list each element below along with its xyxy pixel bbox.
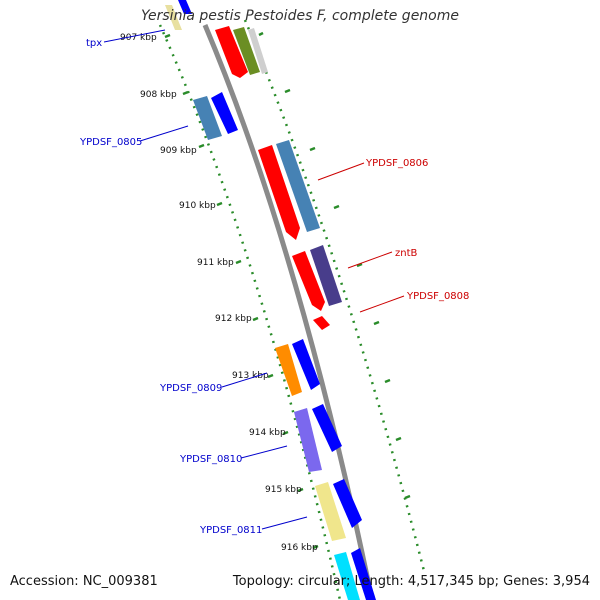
genome-summary-text: Topology: circular; Length: 4,517,345 bp… — [232, 574, 590, 589]
tick-label-910: 910 kbp — [179, 201, 216, 211]
label-zntb[interactable]: zntB — [395, 248, 418, 259]
tick-label-915: 915 kbp — [265, 485, 302, 495]
leader-tpx — [103, 29, 166, 43]
gene-ypdsf-0810[interactable] — [294, 404, 342, 472]
leader-0805 — [139, 125, 189, 142]
tick-label-907: 907 kbp — [120, 33, 157, 43]
inner-ring — [158, 24, 342, 600]
tick-label-909: 909 kbp — [160, 146, 197, 156]
accession-text: Accession: NC_009381 — [10, 574, 158, 589]
leader-zntb — [347, 251, 393, 269]
gene-bottom[interactable] — [334, 548, 376, 600]
tick-label-908: 908 kbp — [140, 90, 177, 100]
leader-0810 — [240, 445, 288, 459]
leader-0806 — [317, 162, 365, 181]
leader-0809 — [221, 372, 268, 388]
gene-tpx-blocks[interactable] — [165, 0, 192, 30]
leader-0808 — [359, 295, 405, 313]
label-tpx[interactable]: tpx — [86, 38, 102, 49]
tick-label-912: 912 kbp — [215, 314, 252, 324]
inner-ring-ticks — [164, 33, 319, 550]
label-ypdsf-0810[interactable]: YPDSF_0810 — [179, 454, 242, 465]
gene-ypdsf-0809[interactable] — [275, 339, 320, 396]
label-ypdsf-0811[interactable]: YPDSF_0811 — [199, 525, 262, 536]
gene-ypdsf-0805[interactable] — [193, 92, 238, 140]
label-ypdsf-0805[interactable]: YPDSF_0805 — [79, 137, 142, 148]
gene-ypdsf-0811[interactable] — [315, 479, 362, 541]
label-ypdsf-0808[interactable]: YPDSF_0808 — [406, 291, 469, 302]
label-ypdsf-0806[interactable]: YPDSF_0806 — [365, 158, 428, 169]
tick-label-911: 911 kbp — [197, 258, 234, 268]
gene-zntb[interactable] — [292, 245, 342, 311]
leader-0811 — [261, 516, 308, 530]
map-title: Yersinia pestis Pestoides F, complete ge… — [141, 8, 459, 24]
gene-top-reverse[interactable] — [215, 26, 268, 78]
label-ypdsf-0809[interactable]: YPDSF_0809 — [159, 383, 222, 394]
gene-ypdsf-0806[interactable] — [258, 140, 320, 240]
tick-label-916: 916 kbp — [281, 543, 318, 553]
gene-ypdsf-0808[interactable] — [313, 316, 330, 330]
outer-ring-ticks — [258, 31, 411, 500]
tick-label-913: 913 kbp — [232, 371, 269, 381]
tick-label-914: 914 kbp — [249, 428, 286, 438]
